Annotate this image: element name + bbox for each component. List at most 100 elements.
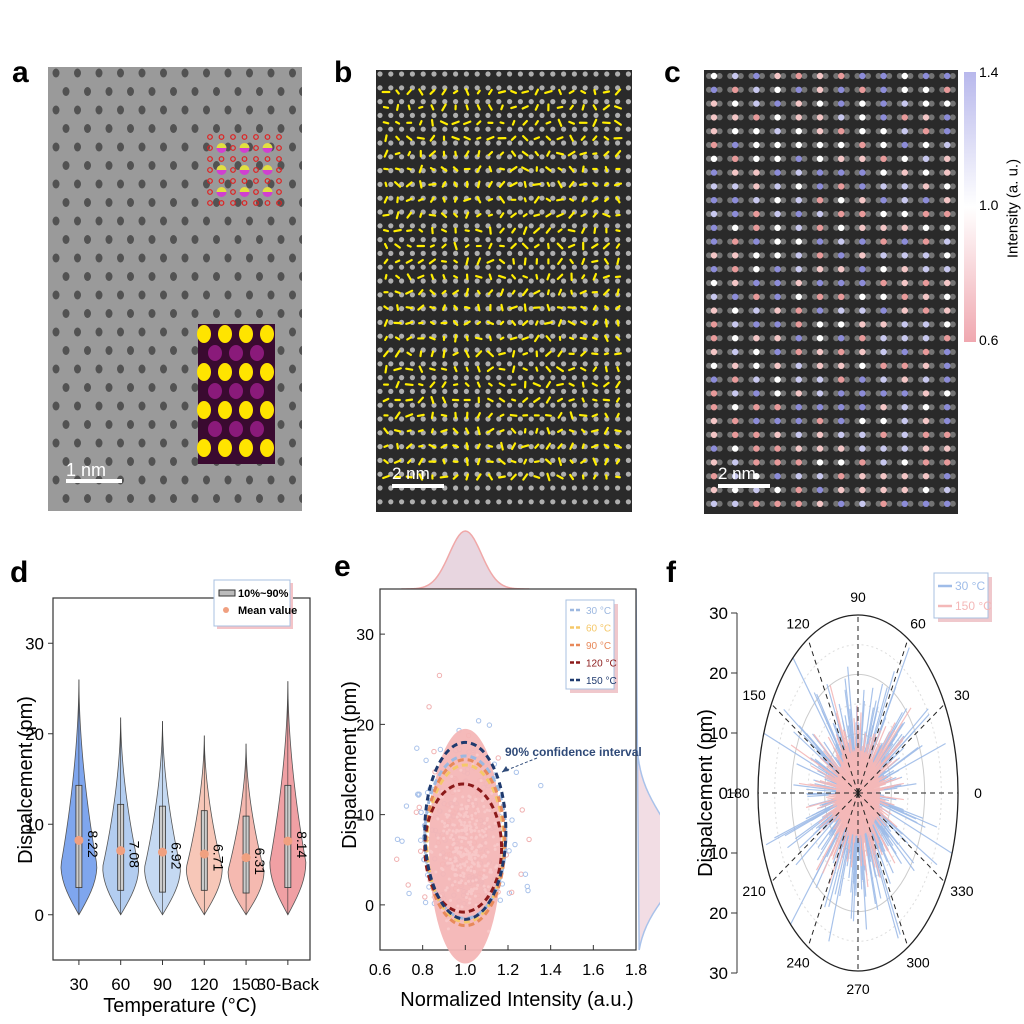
atom-column <box>474 388 480 394</box>
atom-column <box>801 487 808 493</box>
atom-column <box>886 252 893 259</box>
intensity-marker <box>944 266 951 273</box>
displacement-vector <box>499 195 505 204</box>
intensity-marker <box>753 390 760 397</box>
displacement-vector <box>487 444 494 448</box>
atom-column <box>865 321 871 328</box>
atom-column <box>737 418 744 424</box>
colorbar <box>964 72 976 342</box>
atom-column <box>737 487 744 493</box>
atom-column <box>769 114 776 121</box>
displacement-vector <box>547 242 550 250</box>
atom-column <box>127 383 134 392</box>
intensity-marker <box>732 473 739 480</box>
intensity-marker <box>774 293 781 300</box>
atom-column <box>727 238 734 245</box>
scatter-point <box>474 878 478 882</box>
atom-column <box>74 179 81 189</box>
displacement-vector <box>615 380 621 389</box>
displacement-vector <box>512 258 515 265</box>
atom-column <box>399 99 405 105</box>
atom-column <box>517 402 523 408</box>
displacement-vector <box>592 118 598 127</box>
atom-column <box>759 321 765 328</box>
displacement-vector <box>416 413 425 418</box>
atom-column <box>74 105 81 115</box>
atom-column <box>191 198 199 207</box>
atom-column <box>84 198 91 207</box>
intensity-marker <box>710 224 718 231</box>
atom-column <box>203 105 210 115</box>
atom-column <box>148 272 156 281</box>
atom-column <box>181 290 189 300</box>
atom-column <box>95 327 103 337</box>
intensity-marker <box>859 183 866 190</box>
displacement-vector <box>442 349 446 359</box>
scatter-point <box>466 849 470 853</box>
scale-bar-b <box>392 484 444 488</box>
atom-column <box>593 499 599 505</box>
atom-column <box>474 402 480 408</box>
displacement-vector <box>406 229 413 232</box>
scatter-point <box>474 853 478 857</box>
atom-column <box>854 169 861 176</box>
atom-column <box>949 487 956 493</box>
atom-column <box>224 105 232 115</box>
atom-column <box>625 388 631 394</box>
atom-column <box>939 128 946 135</box>
atom-column <box>191 457 199 466</box>
atom-column <box>463 223 469 229</box>
atom-column <box>593 416 599 422</box>
atom-column <box>812 459 818 466</box>
atom-column <box>517 237 523 243</box>
displacement-vector <box>452 427 459 434</box>
displacement-vector <box>487 473 494 481</box>
atom-column <box>737 390 744 397</box>
atom-column <box>822 142 829 148</box>
atom-column <box>117 105 124 115</box>
atom-column <box>539 485 545 491</box>
atom-column <box>939 307 946 314</box>
atom-column <box>737 280 744 286</box>
displacement-vector <box>383 305 389 310</box>
atom-column <box>875 445 882 452</box>
atom-column <box>117 290 124 300</box>
atom-column <box>105 383 113 392</box>
atom-column <box>399 278 405 284</box>
eds-yellow-site <box>218 401 232 419</box>
scatter-point <box>453 859 457 863</box>
intensity-marker <box>753 486 760 494</box>
atom-column <box>377 333 383 339</box>
atom-column <box>896 224 903 231</box>
atom-model-oxygen <box>207 189 213 195</box>
intensity-marker <box>944 417 951 425</box>
intensity-marker <box>838 321 845 328</box>
atom-column <box>561 126 567 132</box>
intensity-marker <box>732 362 739 369</box>
intensity-marker <box>732 417 739 425</box>
displacement-vector <box>534 443 540 449</box>
displacement-vector <box>441 103 447 112</box>
intensity-marker <box>901 431 908 438</box>
scatter-point <box>452 799 456 803</box>
atom-column <box>886 335 893 342</box>
atom-column <box>769 335 776 342</box>
atom-column <box>604 347 610 353</box>
atom-column <box>769 293 776 300</box>
intensity-marker <box>838 279 845 287</box>
atom-column <box>615 416 621 422</box>
atom-column <box>780 404 787 411</box>
displacement-vector <box>407 104 411 111</box>
atom-column <box>539 85 545 91</box>
intensity-marker <box>816 500 824 507</box>
atom-column <box>299 309 302 318</box>
atom-column <box>854 349 861 355</box>
atom-column <box>289 401 296 411</box>
scatter-point <box>483 821 487 825</box>
scatter-point <box>455 815 459 819</box>
scatter-point <box>470 858 474 862</box>
atom-column <box>52 142 60 152</box>
displacement-vector <box>497 90 507 94</box>
atom-column <box>865 100 871 107</box>
atom-column <box>780 252 787 259</box>
